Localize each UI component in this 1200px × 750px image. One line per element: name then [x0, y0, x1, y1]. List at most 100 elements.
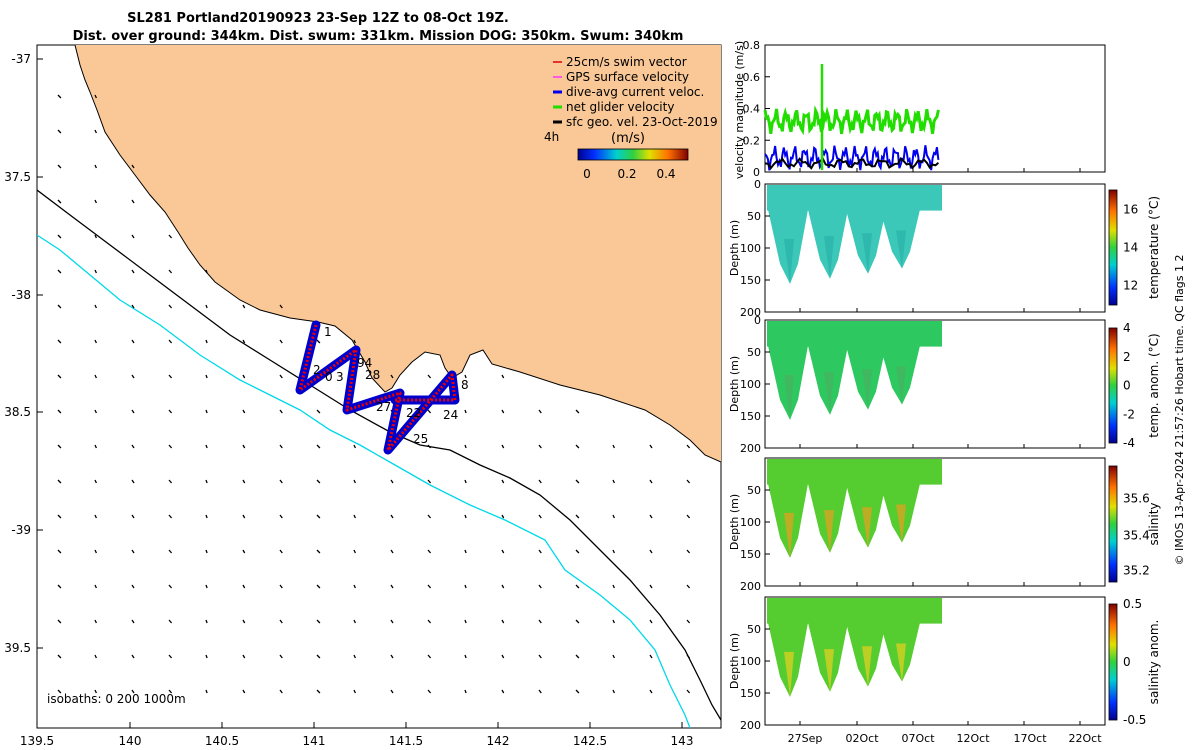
depth-tick-label: 150 — [740, 548, 761, 561]
map-panel: 1 2 3 0 94 28 27 22 25 24 8 139.5 140 140.… — [4, 44, 722, 748]
depth-tick-label: 50 — [747, 346, 761, 359]
velocity-vector-arrow — [57, 514, 62, 519]
velocity-vector-arrow — [390, 619, 394, 624]
depth-tick-label: 100 — [740, 655, 761, 668]
velocity-vector-arrow — [316, 549, 321, 554]
map-x-tick-label: 143 — [671, 734, 694, 748]
colorbar-tick-label: 0.5 — [1123, 597, 1142, 611]
depth-tick-label: 50 — [747, 210, 761, 223]
velocity-vector-arrow — [205, 269, 208, 274]
velocity-vector-arrow — [168, 689, 173, 694]
velocity-vector-arrow — [94, 269, 97, 274]
depth-tick-label: 100 — [740, 242, 761, 255]
depth-axis-label: Depth (m) — [728, 356, 741, 412]
velocity-vector-arrow — [575, 689, 580, 694]
velocity-vector-arrow — [501, 654, 505, 659]
velocity-vector-arrow — [686, 619, 691, 624]
velocity-vector-arrow — [501, 514, 505, 519]
velocity-vector-arrow — [94, 444, 97, 449]
map-x-tick-label: 142.5 — [573, 734, 607, 748]
velocity-vector-arrow — [353, 549, 356, 554]
depth-tick-label: 50 — [747, 484, 761, 497]
velocity-vector-arrow — [94, 584, 97, 589]
velocity-vector-arrow — [464, 444, 467, 449]
velocity-vector-arrow — [205, 444, 208, 449]
section-fill — [767, 321, 942, 347]
velocity-vector-arrow — [316, 339, 321, 344]
velocity-vector-arrow — [57, 94, 62, 99]
velocity-vector-arrow — [353, 619, 356, 624]
velocity-vector-arrow — [279, 654, 283, 659]
map-x-axis: 139.5 140 140.5 141 141.5 142 142.5 143 — [20, 722, 694, 748]
colorbar-tick-label: 35.2 — [1123, 563, 1150, 577]
velocity-vector-arrow — [464, 549, 467, 554]
velocity-y-tick-label: 0.4 — [743, 103, 761, 116]
velocity-vector-arrow — [57, 584, 62, 589]
velocity-vector-arrow — [131, 304, 135, 309]
velocity-vector-arrow — [427, 654, 432, 659]
velocity-vector-arrow — [464, 409, 467, 414]
section-panel-temperature: 0 50 100 150 200 Depth (m) 12 14 16 temperature (… — [728, 178, 1161, 319]
velocity-vector-arrow — [279, 479, 283, 484]
colorbar-label: temperature (°C) — [1147, 196, 1161, 299]
velocity-vector-arrow — [57, 129, 62, 134]
dive-plume-core — [784, 512, 794, 558]
velocity-vector-arrow — [501, 409, 505, 414]
dive-plume-core — [784, 374, 794, 420]
velocity-vector-arrow — [94, 514, 97, 519]
dive-plume-core — [862, 369, 872, 410]
legend-entry: 25cm/s swim vector — [566, 55, 687, 69]
velocity-vector-arrow — [501, 444, 505, 449]
speed-colorbar — [577, 148, 689, 161]
velocity-vector-arrow — [94, 654, 97, 659]
velocity-vector-arrow — [612, 619, 615, 624]
velocity-vector-arrow — [612, 689, 615, 694]
dive-plume-core — [896, 366, 906, 405]
velocity-vector-arrow — [57, 689, 62, 694]
map-x-tick-label: 142 — [487, 734, 510, 748]
dive-plume-core — [784, 238, 794, 284]
velocity-y-tick-label: 0.2 — [743, 134, 761, 147]
time-tick-label: 22Oct — [1068, 732, 1102, 745]
velocity-vector-arrow — [427, 514, 432, 519]
section-colorbar — [1108, 465, 1118, 583]
velocity-vector-arrow — [353, 654, 356, 659]
depth-axis-label: Depth (m) — [728, 220, 741, 276]
velocity-vector-arrow — [353, 689, 356, 694]
isobaths-label: isobaths: 0 200 1000m — [47, 692, 186, 706]
legend-entry: dive-avg current veloc. — [566, 85, 704, 99]
velocity-vector-arrow — [612, 514, 615, 519]
depth-tick-label: 150 — [740, 410, 761, 423]
velocity-vector-arrow — [612, 549, 615, 554]
velocity-vector-arrow — [205, 619, 208, 624]
velocity-vector-arrow — [686, 654, 691, 659]
velocity-vector-arrow — [427, 374, 432, 379]
waypoint-label: 2 — [313, 363, 321, 377]
velocity-vector-arrow — [538, 619, 542, 624]
dive-plume-core — [824, 510, 834, 553]
velocity-vector-arrow — [279, 339, 283, 344]
velocity-vector-arrow — [168, 619, 173, 624]
velocity-vector-arrow — [131, 549, 135, 554]
velocity-vector-arrow — [390, 689, 394, 694]
dive-plume-core — [896, 504, 906, 543]
velocity-vector-arrow — [131, 339, 135, 344]
land-mass — [75, 45, 721, 462]
velocity-vector-arrow — [94, 339, 97, 344]
waypoint-label: 94 — [357, 356, 372, 370]
velocity-vector-arrow — [390, 584, 394, 589]
velocity-vector-arrow — [242, 654, 246, 659]
velocity-vector-arrow — [279, 409, 283, 414]
velocity-vector-arrow — [242, 689, 246, 694]
colorbar-tick-label: 0 — [1123, 379, 1131, 393]
dive-plume-core — [896, 230, 906, 269]
time-tick-label: 27Sep — [788, 732, 823, 745]
map-x-tick-label: 140.5 — [205, 734, 239, 748]
velocity-vector-arrow — [575, 409, 580, 414]
velocity-vector-arrow — [464, 514, 467, 519]
depth-tick-label: 100 — [740, 378, 761, 391]
velocity-vector-arrow — [94, 689, 97, 694]
velocity-vector-arrow — [57, 444, 62, 449]
